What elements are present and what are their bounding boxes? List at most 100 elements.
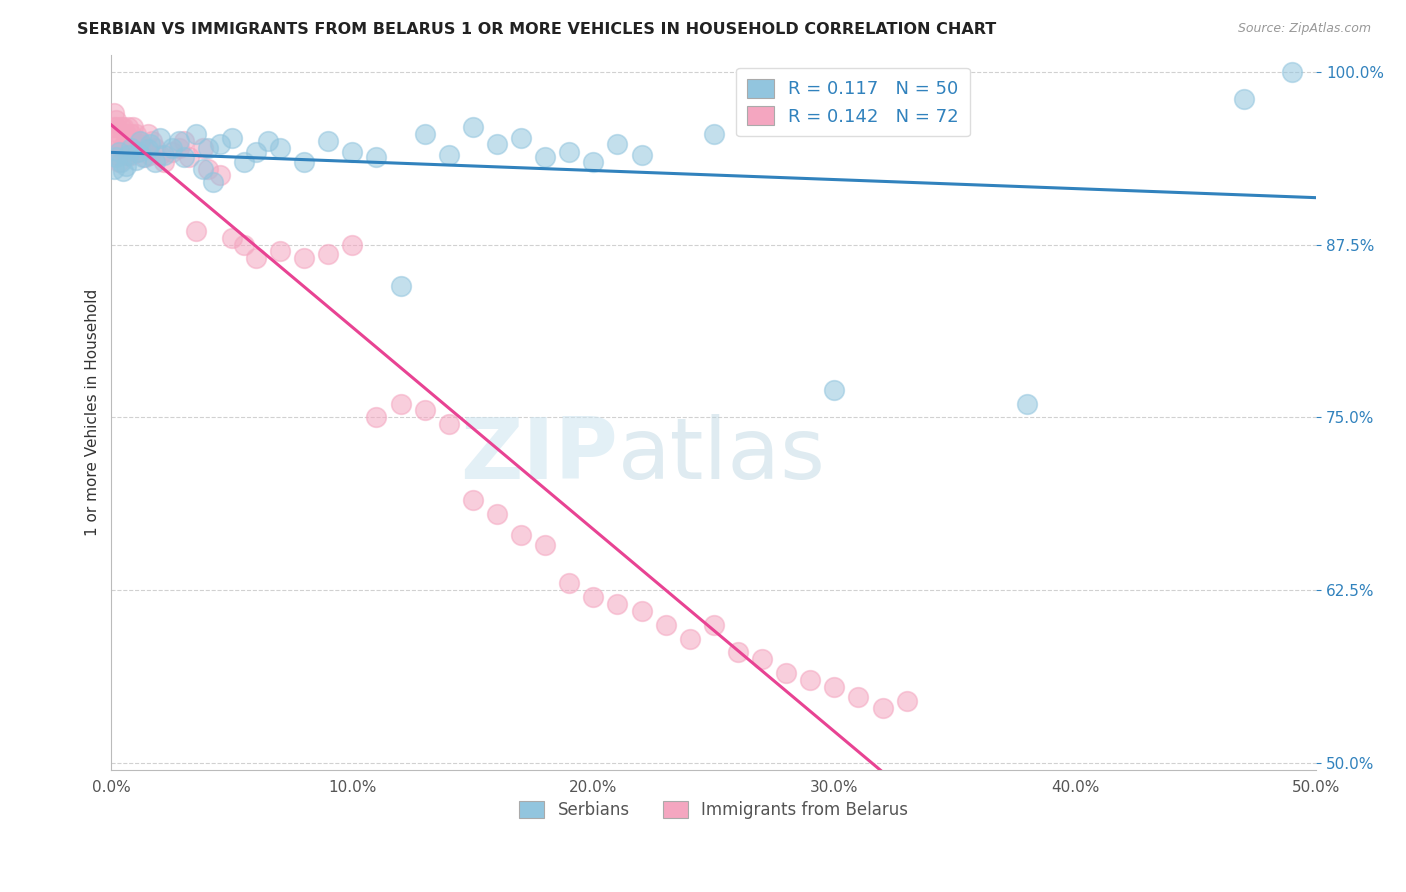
Point	[167, 141, 190, 155]
Point	[366, 151, 388, 165]
Point	[124, 153, 146, 168]
Point	[103, 120, 125, 134]
Point	[703, 127, 725, 141]
Point	[582, 154, 605, 169]
Point	[115, 134, 138, 148]
Point	[143, 141, 166, 155]
Point	[269, 141, 291, 155]
Point	[160, 141, 183, 155]
Point	[129, 136, 152, 151]
Point	[112, 145, 135, 159]
Point	[122, 120, 145, 134]
Point	[115, 147, 138, 161]
Point	[184, 127, 207, 141]
Point	[115, 159, 138, 173]
Point	[1281, 64, 1303, 78]
Point	[105, 120, 128, 134]
Point	[134, 151, 156, 165]
Point	[413, 127, 436, 141]
Point	[630, 604, 652, 618]
Point	[197, 161, 219, 176]
Point	[233, 154, 256, 169]
Point	[122, 136, 145, 151]
Point	[751, 652, 773, 666]
Point	[727, 645, 749, 659]
Point	[485, 136, 508, 151]
Point	[160, 145, 183, 159]
Point	[799, 673, 821, 687]
Point	[630, 147, 652, 161]
Point	[896, 694, 918, 708]
Point	[245, 145, 267, 159]
Point	[173, 134, 195, 148]
Point	[191, 161, 214, 176]
Point	[139, 147, 162, 161]
Point	[437, 147, 460, 161]
Point	[269, 244, 291, 259]
Point	[167, 134, 190, 148]
Point	[221, 230, 243, 244]
Point	[342, 145, 364, 159]
Point	[257, 134, 280, 148]
Point	[120, 141, 142, 155]
Point	[117, 120, 139, 134]
Point	[510, 528, 533, 542]
Point	[177, 151, 200, 165]
Point	[342, 237, 364, 252]
Point	[110, 141, 132, 155]
Point	[143, 154, 166, 169]
Point	[139, 136, 162, 151]
Point	[208, 136, 231, 151]
Point	[848, 690, 870, 704]
Point	[233, 237, 256, 252]
Point	[112, 164, 135, 178]
Point	[129, 134, 152, 148]
Point	[124, 127, 146, 141]
Point	[606, 136, 628, 151]
Point	[558, 145, 581, 159]
Point	[127, 145, 149, 159]
Point	[107, 136, 129, 151]
Text: atlas: atlas	[617, 414, 825, 497]
Point	[823, 383, 845, 397]
Point	[534, 538, 557, 552]
Point	[316, 247, 339, 261]
Point	[823, 680, 845, 694]
Point	[208, 169, 231, 183]
Point	[149, 147, 172, 161]
Text: ZIP: ZIP	[460, 414, 617, 497]
Point	[191, 141, 214, 155]
Point	[184, 224, 207, 238]
Text: SERBIAN VS IMMIGRANTS FROM BELARUS 1 OR MORE VEHICLES IN HOUSEHOLD CORRELATION C: SERBIAN VS IMMIGRANTS FROM BELARUS 1 OR …	[77, 22, 997, 37]
Point	[1017, 396, 1039, 410]
Point	[136, 142, 159, 156]
Point	[105, 113, 128, 128]
Point	[117, 141, 139, 155]
Point	[201, 175, 224, 189]
Point	[105, 151, 128, 165]
Point	[437, 417, 460, 432]
Y-axis label: 1 or more Vehicles in Household: 1 or more Vehicles in Household	[86, 289, 100, 536]
Point	[1233, 92, 1256, 106]
Point	[413, 403, 436, 417]
Point	[103, 161, 125, 176]
Point	[112, 120, 135, 134]
Point	[485, 507, 508, 521]
Point	[110, 154, 132, 169]
Point	[153, 147, 176, 161]
Point	[316, 134, 339, 148]
Point	[366, 410, 388, 425]
Point	[510, 131, 533, 145]
Text: Source: ZipAtlas.com: Source: ZipAtlas.com	[1237, 22, 1371, 36]
Point	[606, 597, 628, 611]
Point	[149, 131, 172, 145]
Point	[115, 127, 138, 141]
Point	[107, 145, 129, 159]
Point	[132, 151, 155, 165]
Point	[872, 700, 894, 714]
Point	[107, 154, 129, 169]
Point	[703, 617, 725, 632]
Point	[775, 666, 797, 681]
Point	[292, 154, 315, 169]
Point	[120, 127, 142, 141]
